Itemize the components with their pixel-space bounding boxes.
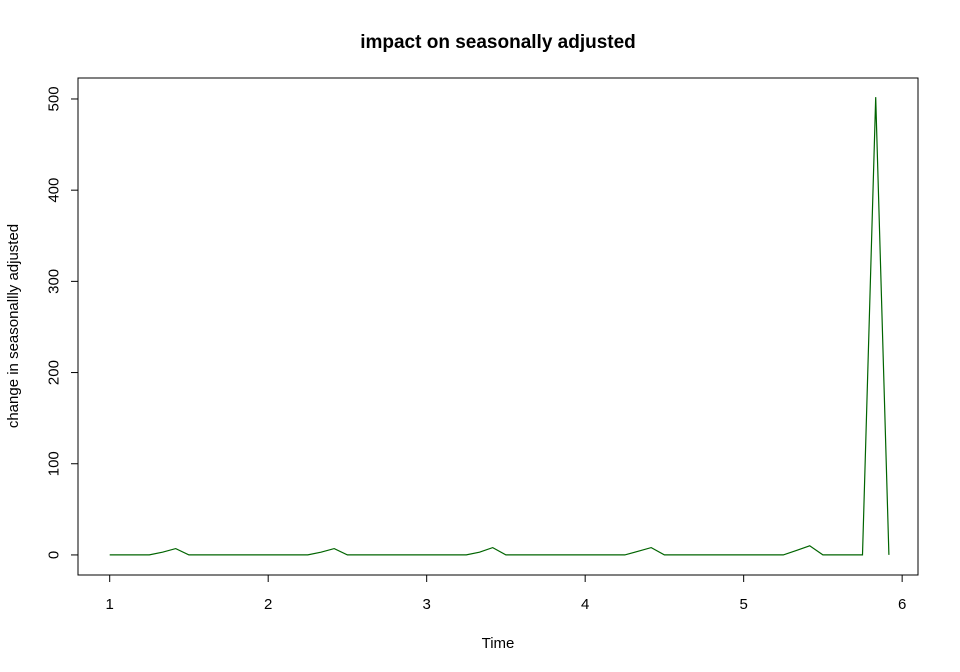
y-tick-label: 300 (46, 269, 63, 294)
x-tick-label: 6 (898, 596, 906, 613)
series-layer (109, 97, 890, 556)
y-tick-label: 500 (46, 86, 63, 111)
x-tick-label: 5 (739, 596, 747, 613)
y-axis: 0 100 200 300 400 500 (46, 86, 79, 559)
y-tick-label: 400 (46, 178, 63, 203)
x-tick-label: 3 (423, 596, 431, 613)
y-axis-label: change in seasonallly adjusted (5, 224, 22, 428)
y-tick-label: 200 (46, 360, 63, 385)
y-tick-label: 100 (46, 451, 63, 476)
x-axis: 1 2 3 4 5 6 (106, 574, 906, 613)
x-tick-label: 1 (106, 596, 114, 613)
series-line (109, 97, 890, 556)
x-tick-label: 2 (264, 596, 272, 613)
chart-title: impact on seasonally adjusted (360, 32, 636, 53)
x-axis-label: Time (482, 635, 515, 652)
x-tick-label: 4 (581, 596, 589, 613)
plot-frame (77, 77, 919, 576)
y-tick-label: 0 (46, 551, 63, 559)
